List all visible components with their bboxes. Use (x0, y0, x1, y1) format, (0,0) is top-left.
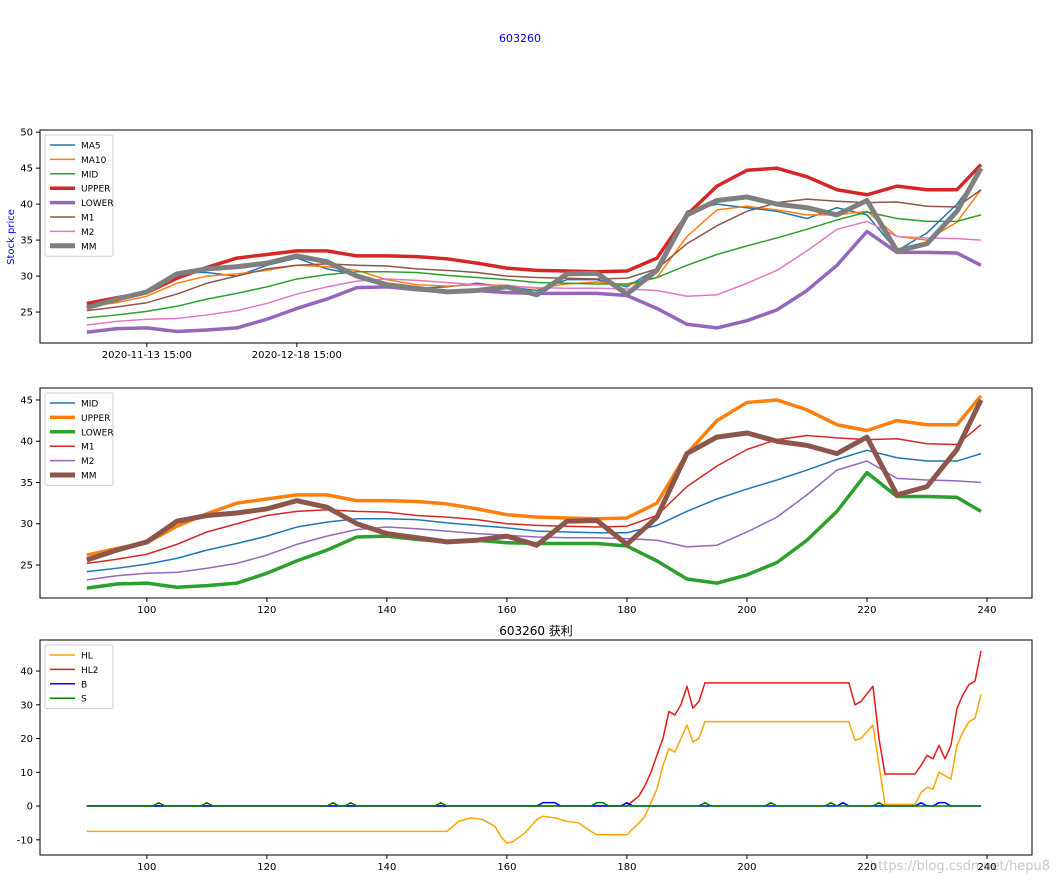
y-tick-label: 40 (20, 667, 33, 678)
series-line (86, 163, 983, 306)
series-line (86, 166, 984, 311)
x-tick-label: 220 (857, 862, 876, 873)
x-tick-label: 120 (257, 605, 276, 616)
series-line (86, 694, 982, 844)
x-tick-label: 2020-11-13 15:00 (102, 350, 192, 361)
legend-label: MM (81, 242, 97, 252)
x-tick-label: 2020-12-18 15:00 (252, 350, 342, 361)
y-tick-label: -10 (17, 835, 33, 846)
y-tick-label: 0 (27, 802, 33, 813)
x-tick-label: 240 (977, 862, 996, 873)
plot-area (86, 394, 984, 590)
x-tick-label: 140 (377, 862, 396, 873)
x-tick-label: 180 (617, 862, 636, 873)
y-tick-label: 45 (20, 395, 33, 406)
y-tick-label: 40 (20, 200, 33, 211)
figure-title: 603260 (499, 32, 541, 45)
y-tick-label: 35 (20, 236, 33, 247)
panel-title: 603260 获利 (499, 624, 573, 638)
plot-area (86, 650, 982, 844)
legend-label: B (81, 680, 87, 690)
series-line (86, 189, 982, 312)
y-tick-label: 30 (20, 519, 33, 530)
series-line (86, 394, 983, 557)
series-line (86, 398, 984, 563)
y-axis-label: Stock price (6, 209, 17, 265)
legend-box (44, 134, 114, 257)
y-tick-label: 25 (20, 560, 33, 571)
plot-area (86, 163, 984, 334)
series-line (86, 650, 982, 807)
legend-label: LOWER (81, 199, 114, 209)
series-line (86, 801, 981, 807)
legend-label: LOWER (81, 428, 114, 438)
legend-box (44, 644, 114, 710)
x-tick-label: 200 (737, 862, 756, 873)
y-tick-label: 40 (20, 437, 33, 448)
y-tick-label: 20 (20, 734, 33, 745)
x-tick-label: 100 (137, 862, 156, 873)
x-tick-label: 160 (497, 862, 516, 873)
y-tick-label: 25 (20, 308, 33, 319)
x-tick-label: 180 (617, 605, 636, 616)
legend-label: HL2 (81, 666, 99, 676)
legend-label: S (81, 695, 87, 705)
x-tick-label: 220 (857, 605, 876, 616)
legend-label: MA10 (81, 156, 107, 166)
x-tick-label: 240 (977, 605, 996, 616)
y-tick-label: 50 (20, 128, 33, 139)
series-line (86, 449, 982, 573)
x-tick-label: 140 (377, 605, 396, 616)
x-tick-label: 200 (737, 605, 756, 616)
series-line (86, 211, 982, 319)
series-line (86, 424, 982, 565)
legend-label: UPPER (81, 414, 110, 424)
y-tick-label: 30 (20, 272, 33, 283)
y-tick-label: 45 (20, 164, 33, 175)
x-tick-label: 160 (497, 605, 516, 616)
legend-box (44, 392, 114, 486)
legend-label: M2 (81, 457, 95, 467)
series-line (86, 460, 982, 581)
legend-label: UPPER (81, 185, 110, 195)
y-tick-label: 10 (20, 768, 33, 779)
axes-frame (39, 129, 1033, 344)
y-tick-label: 30 (20, 700, 33, 711)
x-tick-label: 100 (137, 605, 156, 616)
x-tick-label: 120 (257, 862, 276, 873)
series-line (86, 801, 981, 807)
legend-label: MM (81, 472, 97, 482)
axes-frame (39, 387, 1033, 599)
legend-label: M2 (81, 228, 95, 238)
watermark: https://blog.csdn.net/hepu8 (870, 859, 1050, 874)
legend-label: MID (81, 400, 98, 410)
axes-frame (39, 639, 1033, 856)
series-line (86, 220, 982, 326)
legend-label: MID (81, 170, 98, 180)
legend-label: M1 (81, 214, 95, 224)
legend-label: HL (81, 652, 93, 662)
legend-label: M1 (81, 443, 95, 453)
legend-label: MA5 (81, 142, 101, 152)
y-tick-label: 35 (20, 478, 33, 489)
